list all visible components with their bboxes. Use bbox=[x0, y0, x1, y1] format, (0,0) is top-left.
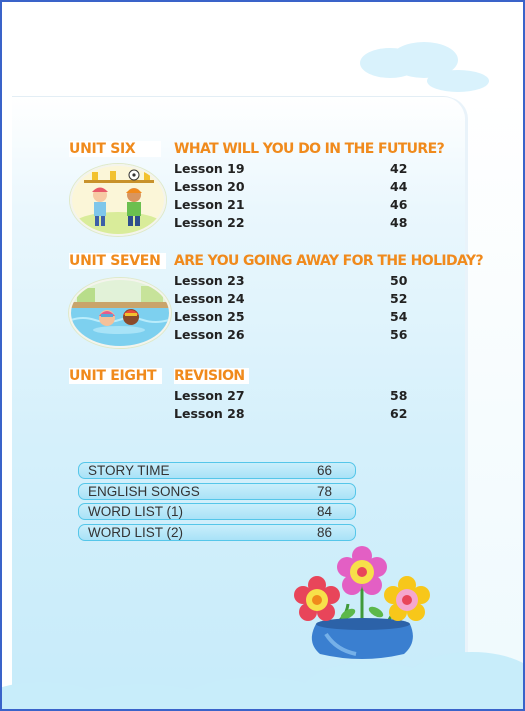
unit-six-label: UNIT SIX bbox=[69, 141, 162, 157]
children-swimming-illustration bbox=[69, 278, 171, 348]
extra-entry-page: 66 bbox=[317, 463, 333, 478]
lesson-page: 54 bbox=[390, 309, 408, 324]
extra-entry-word-list-2: WORD LIST (2) 86 bbox=[78, 524, 356, 541]
children-trophy-illustration bbox=[70, 164, 166, 236]
lesson-label: Lesson 26 bbox=[174, 327, 245, 342]
lesson-label: Lesson 25 bbox=[174, 309, 245, 324]
lesson-label: Lesson 23 bbox=[174, 273, 245, 288]
extra-entry-label: WORD LIST (1) bbox=[88, 504, 184, 519]
lesson-label: Lesson 27 bbox=[174, 388, 245, 403]
extra-entry-label: ENGLISH SONGS bbox=[88, 484, 200, 499]
lesson-label: Lesson 19 bbox=[174, 161, 245, 176]
children-swimming-icon bbox=[71, 280, 169, 346]
extra-entry-page: 84 bbox=[317, 504, 333, 519]
lesson-page: 44 bbox=[390, 179, 408, 194]
unit-eight-title: REVISION bbox=[174, 368, 249, 384]
lesson-page: 52 bbox=[390, 291, 408, 306]
extra-entry-label: WORD LIST (2) bbox=[88, 525, 184, 540]
lesson-page: 62 bbox=[390, 406, 408, 421]
lesson-label: Lesson 24 bbox=[174, 291, 245, 306]
extra-entry-label: STORY TIME bbox=[88, 463, 170, 478]
lesson-label: Lesson 22 bbox=[174, 215, 245, 230]
lesson-label: Lesson 20 bbox=[174, 179, 245, 194]
unit-six-title: WHAT WILL YOU DO IN THE FUTURE? bbox=[174, 141, 445, 157]
extra-entry-word-list-1: WORD LIST (1) 84 bbox=[78, 503, 356, 520]
extra-entry-page: 78 bbox=[317, 484, 333, 499]
lesson-page: 48 bbox=[390, 215, 408, 230]
lesson-page: 56 bbox=[390, 327, 408, 342]
lesson-page: 46 bbox=[390, 197, 408, 212]
cloud-decoration bbox=[402, 652, 523, 709]
side-sky bbox=[465, 97, 523, 709]
lesson-label: Lesson 28 bbox=[174, 406, 245, 421]
unit-seven-label: UNIT SEVEN bbox=[69, 253, 167, 269]
extra-entry-page: 86 bbox=[317, 525, 333, 540]
unit-eight-label: UNIT EIGHT bbox=[69, 368, 163, 384]
children-trophy-icon bbox=[72, 166, 164, 234]
extra-entry-story-time: STORY TIME 66 bbox=[78, 462, 356, 479]
cloud-decoration bbox=[427, 70, 489, 92]
lesson-page: 42 bbox=[390, 161, 408, 176]
lesson-page: 50 bbox=[390, 273, 408, 288]
unit-seven-title: ARE YOU GOING AWAY FOR THE HOLIDAY? bbox=[174, 253, 484, 269]
flower-vase-illustration bbox=[294, 546, 430, 659]
lesson-label: Lesson 21 bbox=[174, 197, 245, 212]
extra-entry-english-songs: ENGLISH SONGS 78 bbox=[78, 483, 356, 500]
lesson-page: 58 bbox=[390, 388, 408, 403]
